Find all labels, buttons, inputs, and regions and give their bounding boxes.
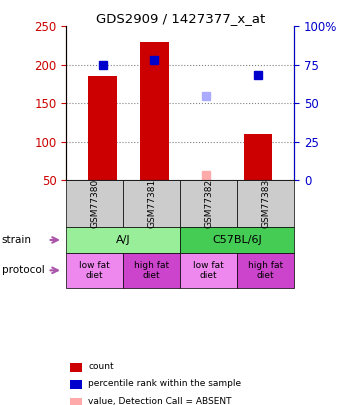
- Text: GSM77382: GSM77382: [204, 179, 213, 228]
- Text: high fat
diet: high fat diet: [248, 261, 283, 280]
- Text: value, Detection Call = ABSENT: value, Detection Call = ABSENT: [88, 397, 232, 405]
- Bar: [140, 42, 169, 180]
- Text: C57BL/6J: C57BL/6J: [212, 235, 262, 245]
- Text: percentile rank within the sample: percentile rank within the sample: [88, 379, 241, 388]
- Text: A/J: A/J: [116, 235, 131, 245]
- Text: GSM77383: GSM77383: [261, 179, 270, 228]
- Text: strain: strain: [2, 235, 32, 245]
- Text: count: count: [88, 362, 114, 371]
- Text: GSM77380: GSM77380: [90, 179, 99, 228]
- Title: GDS2909 / 1427377_x_at: GDS2909 / 1427377_x_at: [96, 12, 265, 25]
- Bar: [88, 76, 117, 180]
- Text: low fat
diet: low fat diet: [193, 261, 224, 280]
- Text: protocol: protocol: [2, 265, 45, 275]
- Bar: [244, 134, 272, 180]
- Text: high fat
diet: high fat diet: [134, 261, 169, 280]
- Text: GSM77381: GSM77381: [147, 179, 156, 228]
- Text: low fat
diet: low fat diet: [80, 261, 110, 280]
